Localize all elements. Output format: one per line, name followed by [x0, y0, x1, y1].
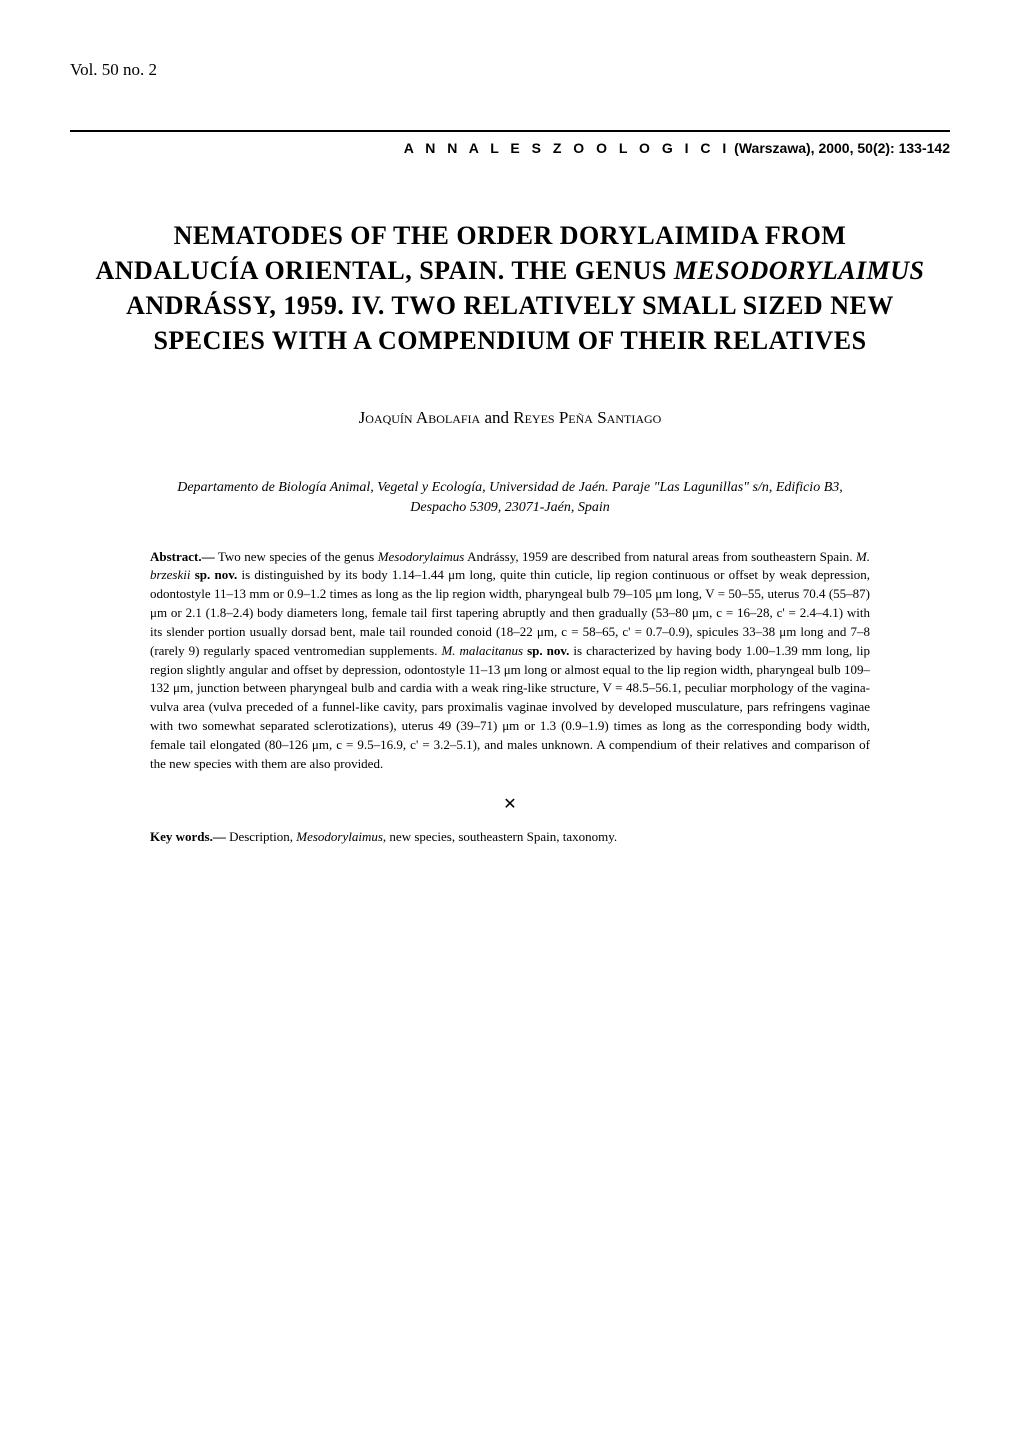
author-1-last: Abolafia: [416, 408, 480, 427]
journal-header-bar: A N N A L E S Z O O L O G I C I (Warszaw…: [70, 130, 950, 158]
title-line-1: NEMATODES OF THE ORDER DORYLAIMIDA FROM: [174, 221, 847, 250]
title-genus-italic: MESODORYLAIMUS: [674, 256, 925, 285]
keywords-text-2: , new species, southeastern Spain, taxon…: [383, 829, 617, 844]
abstract-text-6: is characterized by having body 1.00–1.3…: [150, 643, 870, 771]
author-2-last: Peña Santiago: [559, 408, 661, 427]
journal-name: A N N A L E S Z O O L O G I C I: [404, 140, 731, 156]
abstract-genus-1: Mesodorylaimus: [378, 549, 465, 564]
keywords-label: Key words.—: [150, 829, 226, 844]
journal-details: (Warszawa), 2000, 50(2): 133-142: [730, 140, 950, 156]
keywords-text-1: Description,: [226, 829, 296, 844]
title-line-2-pre: ANDALUCÍA ORIENTAL, SPAIN. THE GENUS: [95, 256, 673, 285]
section-divider-icon: ✕: [70, 794, 950, 814]
abstract-spnov-2: sp. nov.: [527, 643, 569, 658]
author-connector: and: [480, 408, 513, 427]
abstract-label: Abstract.—: [150, 549, 215, 564]
keywords-genus: Mesodorylaimus: [296, 829, 383, 844]
title-line-4: SPECIES WITH A COMPENDIUM OF THEIR RELAT…: [153, 326, 866, 355]
title-line-3: ANDRÁSSY, 1959. IV. TWO RELATIVELY SMALL…: [126, 291, 894, 320]
abstract-block: Abstract.— Two new species of the genus …: [150, 548, 870, 774]
authors-line: Joaquín Abolafia and Reyes Peña Santiago: [70, 408, 950, 428]
abstract-spnov-1: sp. nov.: [195, 567, 238, 582]
author-1-first: Joaquín: [359, 408, 416, 427]
abstract-text-2: Andrássy, 1959 are described from natura…: [464, 549, 856, 564]
volume-issue: Vol. 50 no. 2: [70, 60, 950, 80]
author-2-first: Reyes: [513, 408, 559, 427]
abstract-text-1: Two new species of the genus: [215, 549, 378, 564]
keywords-block: Key words.— Description, Mesodorylaimus,…: [150, 829, 870, 845]
paper-title: NEMATODES OF THE ORDER DORYLAIMIDA FROM …: [70, 218, 950, 358]
abstract-species-2: M. malacitanus: [441, 643, 523, 658]
affiliation: Departamento de Biología Animal, Vegetal…: [150, 478, 870, 517]
